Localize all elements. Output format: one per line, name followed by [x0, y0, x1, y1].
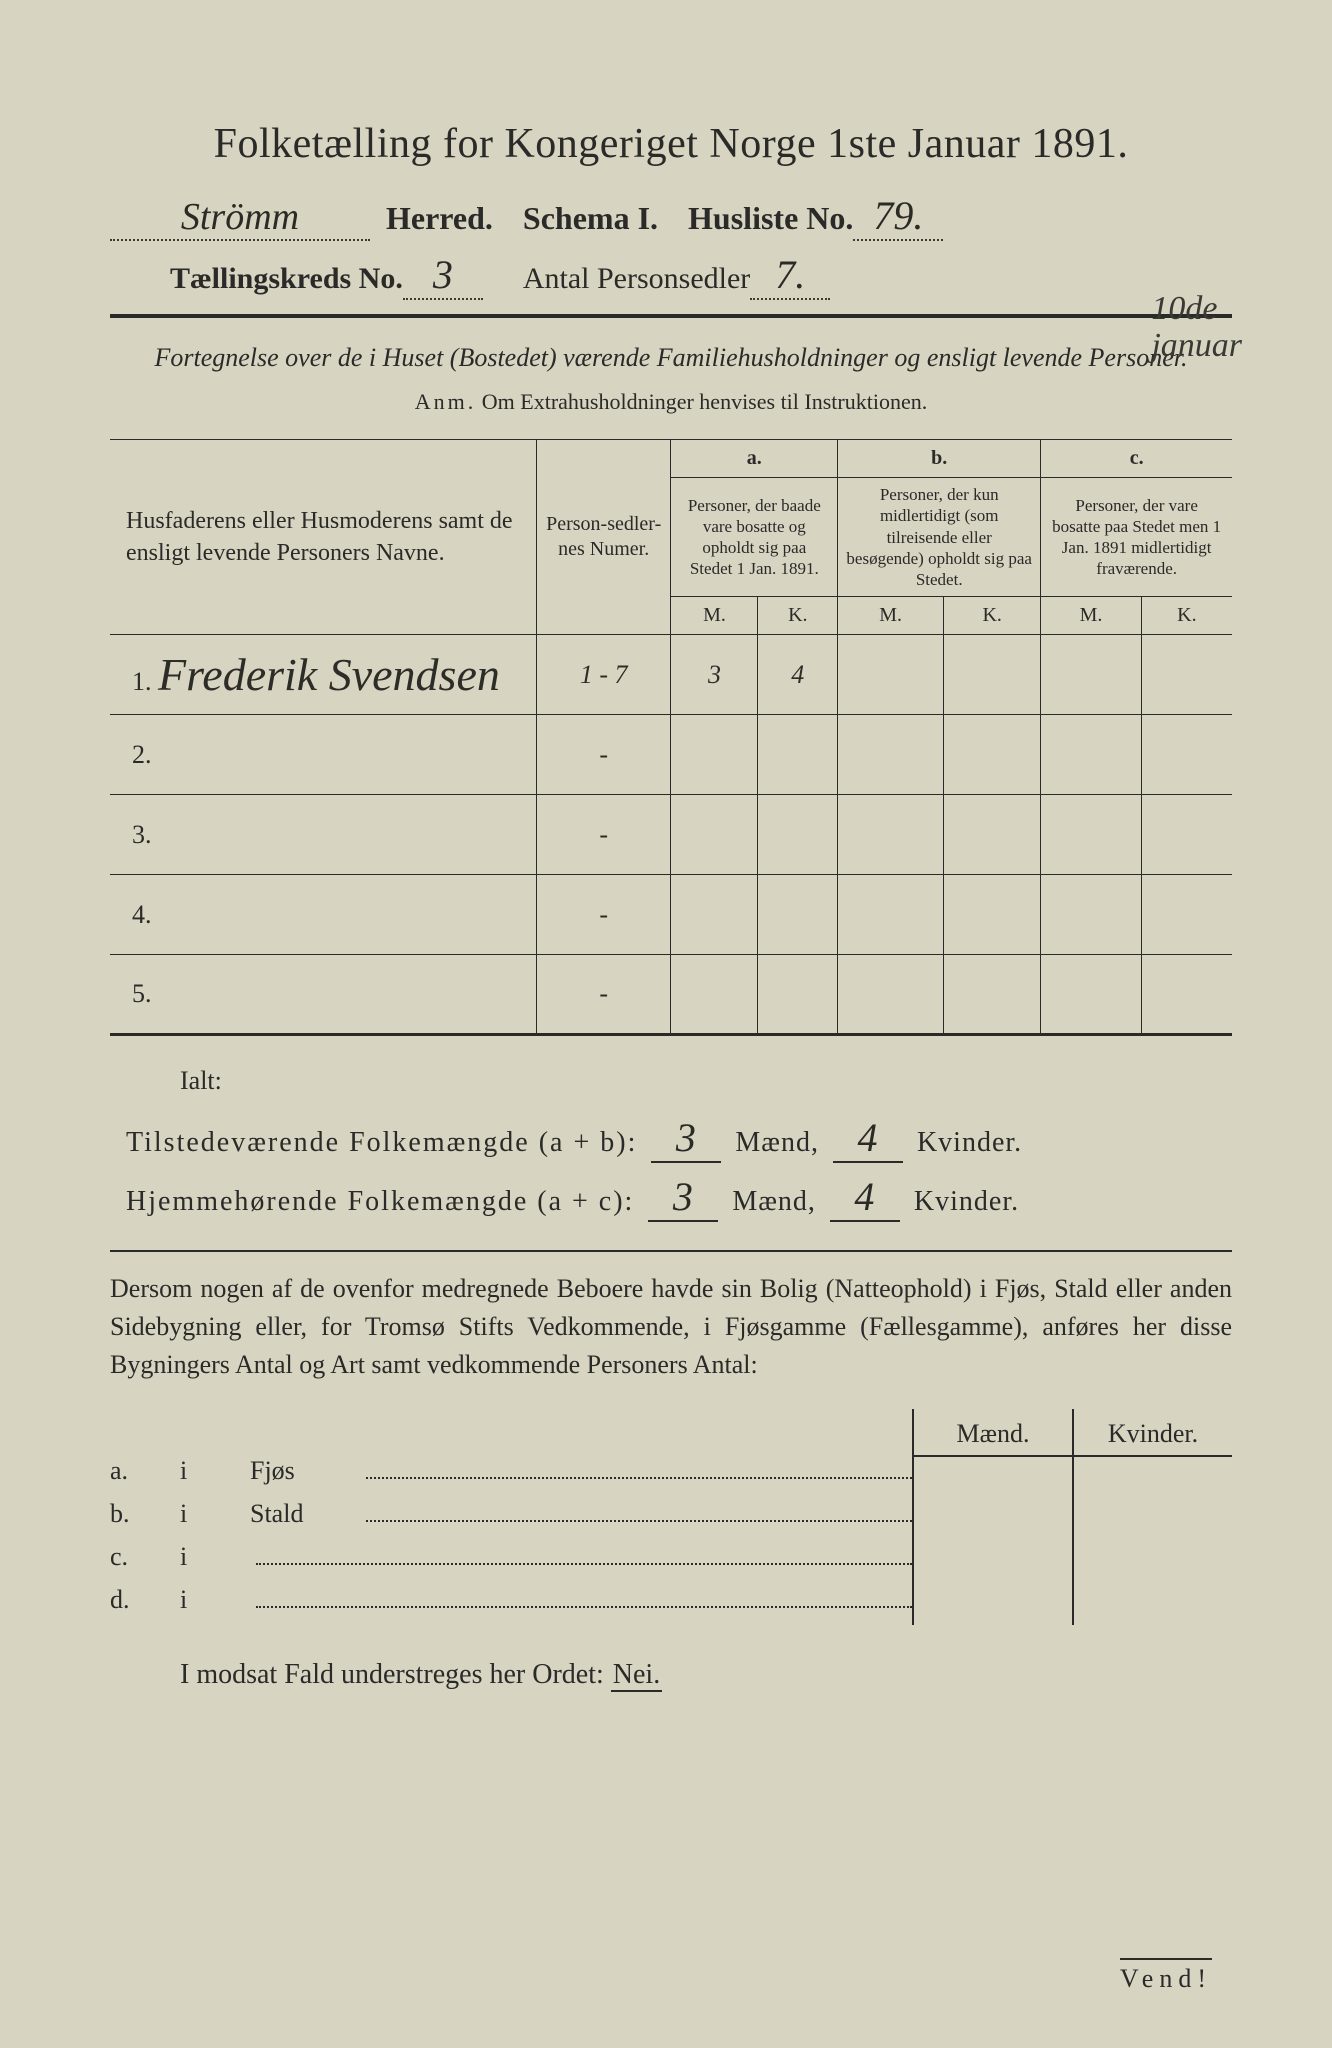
header-line-2: Tællingskreds No. 3 Antal Personsedler 7…	[110, 251, 1232, 300]
dotted-line	[256, 1539, 912, 1565]
antal-label: Antal Personsedler	[523, 262, 750, 296]
page-title: Folketælling for Kongeriget Norge 1ste J…	[110, 120, 1232, 168]
r1-ak: 4	[758, 635, 838, 715]
c-m: M.	[1041, 597, 1141, 635]
margin-note-1: 10de	[1151, 290, 1242, 327]
col-names: Husfaderens eller Husmoderens samt de en…	[110, 440, 536, 635]
table-row: 4. -	[110, 875, 1232, 955]
grp-a-text: Personer, der baade vare bosatte og opho…	[671, 478, 838, 597]
grp-a-hdr: a.	[671, 440, 838, 478]
numer-1: 1 - 7	[536, 635, 671, 715]
grp-b-hdr: b.	[838, 440, 1041, 478]
ialt-label: Ialt:	[180, 1066, 1232, 1096]
census-form: Folketælling for Kongeriget Norge 1ste J…	[110, 120, 1232, 1691]
r1-bm	[838, 635, 944, 715]
herred-label: Herred.	[386, 200, 493, 237]
table-row: 1. Frederik Svendsen 1 - 7 3 4	[110, 635, 1232, 715]
lower-right: Mænd. Kvinder.	[912, 1409, 1232, 1625]
anm-line: Anm. Om Extrahusholdninger henvises til …	[110, 389, 1232, 415]
household-table: Husfaderens eller Husmoderens samt de en…	[110, 439, 1232, 1036]
margin-note: 10de januar	[1151, 290, 1242, 365]
margin-note-2: januar	[1151, 327, 1242, 364]
vend-label: Vend!	[1120, 1958, 1212, 1994]
totals-line-1: Tilstedeværende Folkemængde (a + b): 3 M…	[126, 1114, 1232, 1163]
r1-bk	[944, 635, 1041, 715]
rule	[110, 1250, 1232, 1252]
kvinder-col: Kvinder.	[1072, 1409, 1232, 1625]
lower-row: d. i	[110, 1582, 912, 1615]
r1-am: 3	[671, 635, 758, 715]
antal-value: 7.	[750, 251, 830, 300]
r1-ck	[1141, 635, 1232, 715]
a-m: M.	[671, 597, 758, 635]
a-k: K.	[758, 597, 838, 635]
table-row: 3. -	[110, 795, 1232, 875]
schema-label: Schema I.	[523, 200, 658, 237]
lower-left: a. i Fjøs b. i Stald c. i d. i	[110, 1409, 912, 1625]
lower-row: a. i Fjøs	[110, 1453, 912, 1486]
col-numer: Person-sedler-nes Numer.	[536, 440, 671, 635]
kreds-value: 3	[403, 251, 483, 300]
kreds-label: Tællingskreds No.	[170, 262, 403, 296]
table-body: 1. Frederik Svendsen 1 - 7 3 4 2. - 3. -	[110, 635, 1232, 1035]
grp-c-text: Personer, der vare bosatte paa Stedet me…	[1041, 478, 1232, 597]
name-1: Frederik Svendsen	[158, 649, 500, 700]
b-m: M.	[838, 597, 944, 635]
t2-k: 4	[830, 1173, 900, 1222]
c-k: K.	[1141, 597, 1232, 635]
lower-section: a. i Fjøs b. i Stald c. i d. i	[110, 1409, 1232, 1625]
dotted-line	[366, 1496, 912, 1522]
table-row: 5. -	[110, 955, 1232, 1035]
closing-line: I modsat Fald understreges her Ordet: Ne…	[180, 1659, 1232, 1691]
anm-label: Anm.	[415, 389, 477, 414]
dotted-line	[366, 1453, 912, 1479]
husliste-label: Husliste No.	[688, 200, 853, 237]
b-k: K.	[944, 597, 1041, 635]
herred-value: Strömm	[110, 195, 370, 241]
header-line-1: Strömm Herred. Schema I. Husliste No. 79…	[110, 192, 1232, 241]
anm-text: Om Extrahusholdninger henvises til Instr…	[482, 389, 927, 414]
rule	[110, 314, 1232, 318]
husliste-value: 79.	[853, 192, 943, 241]
t1-m: 3	[651, 1114, 721, 1163]
subtitle: Fortegnelse over de i Huset (Bostedet) v…	[110, 340, 1232, 375]
table-row: 2. -	[110, 715, 1232, 795]
nei: Nei.	[611, 1659, 662, 1692]
r1-cm	[1041, 635, 1141, 715]
dotted-line	[256, 1582, 912, 1608]
maend-col: Mænd.	[914, 1409, 1072, 1625]
t2-m: 3	[648, 1173, 718, 1222]
totals-line-2: Hjemmehørende Folkemængde (a + c): 3 Mæn…	[126, 1173, 1232, 1222]
paragraph: Dersom nogen af de ovenfor medregnede Be…	[110, 1270, 1232, 1383]
lower-row: b. i Stald	[110, 1496, 912, 1529]
t1-k: 4	[833, 1114, 903, 1163]
lower-row: c. i	[110, 1539, 912, 1572]
grp-b-text: Personer, der kun midlertidigt (som tilr…	[838, 478, 1041, 597]
grp-c-hdr: c.	[1041, 440, 1232, 478]
